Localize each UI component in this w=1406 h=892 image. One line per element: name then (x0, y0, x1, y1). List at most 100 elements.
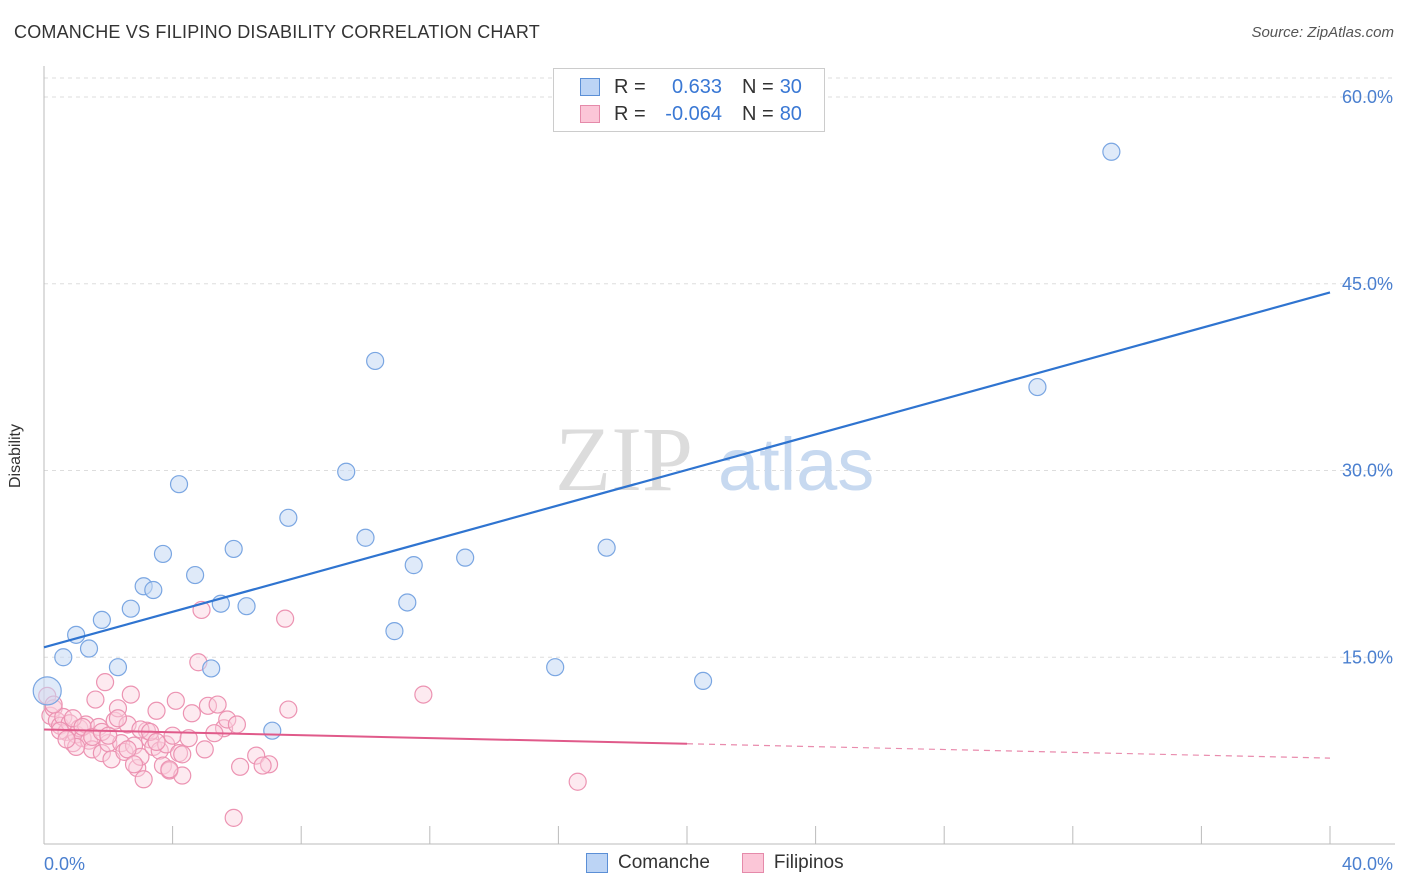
x-tick-label: 0.0% (44, 854, 85, 874)
filipinos-point (124, 755, 144, 774)
filipinos-point (227, 715, 246, 734)
comanche-swatch (580, 78, 600, 96)
comanche-point (404, 556, 423, 575)
y-tick-label: 60.0% (1342, 87, 1393, 107)
comanche-point (279, 508, 298, 527)
legend-label: Comanche (618, 852, 710, 873)
r-value: 0.633 (671, 75, 722, 98)
comanche-point (693, 671, 713, 691)
filipinos-points (38, 600, 587, 827)
filipinos-point (208, 695, 227, 714)
n-value: 30 (779, 75, 802, 98)
y-tick-label: 30.0% (1342, 461, 1393, 481)
filipinos-point (568, 772, 587, 791)
filipinos-trend-line-extension (686, 743, 1331, 759)
axis-layer (43, 66, 1395, 845)
filipinos-point (83, 727, 102, 747)
filipinos-point (163, 726, 182, 745)
comanche-point (121, 599, 140, 618)
comanche-point (32, 676, 62, 706)
series-legend: Comanche Filipinos (586, 852, 876, 874)
n-value: 80 (779, 102, 802, 125)
comanche-point (54, 648, 73, 667)
y-tick-label: 45.0% (1342, 274, 1393, 294)
filipinos-point (253, 756, 272, 775)
filipinos-point (247, 746, 266, 765)
filipinos-point (279, 700, 298, 719)
comanche-point (356, 528, 375, 547)
comanche-swatch (586, 853, 608, 873)
filipinos-point (160, 760, 179, 779)
comanche-point (108, 658, 128, 677)
filipinos-point (86, 690, 105, 709)
filipinos-point (108, 709, 128, 728)
comanche-point (1102, 142, 1121, 161)
filipinos-point (179, 729, 198, 748)
filipinos-point (95, 673, 115, 692)
comanche-point (263, 721, 282, 740)
n-label: N = (742, 75, 774, 98)
comanche-point (79, 639, 99, 658)
filipinos-point (259, 755, 279, 774)
x-tick-label: 40.0% (1342, 854, 1393, 874)
filipinos-point (166, 691, 185, 710)
comanche-point (237, 597, 256, 616)
comanche-point (153, 544, 173, 564)
comanche-trend-line (43, 291, 1331, 649)
filipinos-point (414, 685, 433, 704)
filipinos-swatch (741, 853, 764, 873)
y-tick-label: 15.0% (1342, 647, 1393, 667)
filipinos-point (92, 744, 111, 763)
filipinos-point (231, 757, 250, 776)
filipinos-point (67, 737, 86, 756)
filipinos-point (147, 732, 166, 752)
legend-label: Filipinos (773, 852, 844, 873)
comanche-point (186, 565, 205, 585)
comanche-point (385, 622, 404, 641)
r-value: -0.064 (665, 102, 722, 125)
filipinos-point (198, 696, 218, 715)
filipinos-point (57, 730, 76, 749)
filipinos-point (195, 740, 214, 759)
comanche-point (224, 539, 243, 559)
filipinos-trend-line (43, 728, 688, 745)
filipinos-point (108, 699, 128, 718)
filipinos-point (134, 770, 153, 789)
comanche-point (169, 475, 189, 494)
comanche-point (92, 610, 111, 630)
comanche-point (546, 658, 565, 677)
n-label: N = (742, 102, 774, 125)
watermark-zip: ZIP (555, 408, 693, 510)
watermark-atlas: atlas (718, 423, 874, 506)
filipinos-point (121, 685, 140, 704)
legend-item-comanche[interactable]: Comanche (586, 852, 710, 874)
trend-lines (43, 291, 1331, 759)
filipinos-point (118, 740, 137, 759)
comanche-point (144, 580, 163, 600)
legend-row-filipinos: R = -0.064 N = 80 (580, 101, 802, 127)
tick-labels: 15.0% 30.0% 45.0% 60.0% 0.0% 40.0% (44, 87, 1393, 874)
comanche-point (366, 351, 385, 371)
filipinos-point (276, 609, 295, 628)
filipinos-point (147, 701, 166, 720)
filipinos-point (99, 726, 118, 745)
filipinos-swatch (580, 105, 600, 123)
comanche-point (398, 593, 417, 612)
legend-row-comanche: R = 0.633 N = 30 (580, 74, 802, 100)
filipinos-point (173, 745, 192, 764)
comanche-point (1028, 377, 1047, 397)
filipinos-point (182, 704, 201, 723)
watermark: ZIP atlas (555, 408, 874, 510)
legend-item-filipinos[interactable]: Filipinos (741, 852, 844, 874)
r-label: R = (614, 75, 646, 98)
comanche-point (597, 538, 616, 557)
chart-title: COMANCHE VS FILIPINO DISABILITY CORRELAT… (14, 22, 540, 42)
filipinos-point (218, 710, 237, 729)
comanche-point (456, 548, 475, 567)
comanche-point (337, 462, 356, 481)
grid-layer (44, 77, 1395, 658)
r-label: R = (614, 102, 646, 125)
source-credit: Source: ZipAtlas.com (1251, 24, 1394, 41)
